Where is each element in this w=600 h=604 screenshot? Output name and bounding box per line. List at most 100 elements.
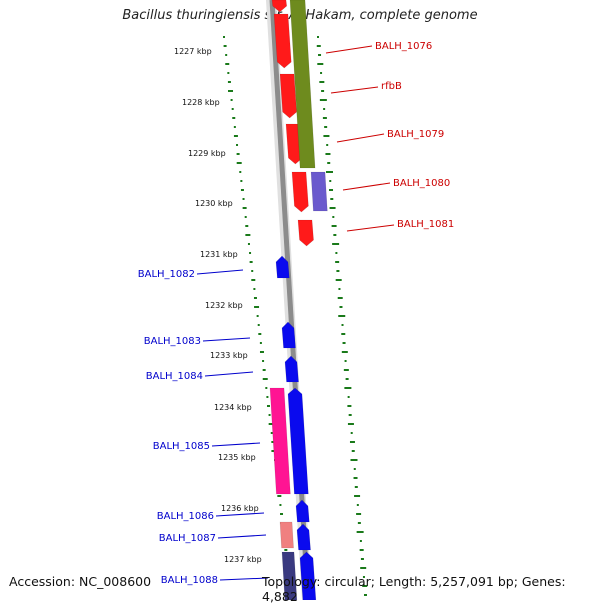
gene-BALH_1076 bbox=[273, 13, 292, 69]
gc-dot bbox=[280, 513, 284, 515]
gc-dot bbox=[245, 234, 251, 236]
gc-dot bbox=[265, 387, 268, 389]
gc-dot bbox=[244, 216, 247, 218]
gene-label: BALH_1085 bbox=[153, 441, 210, 452]
gc-dot bbox=[236, 153, 240, 155]
gc-dot bbox=[233, 126, 236, 128]
gc-dot bbox=[350, 432, 353, 434]
label-leader bbox=[336, 133, 385, 143]
gc-dot bbox=[277, 495, 282, 497]
gc-dot bbox=[360, 567, 367, 569]
gc-dot bbox=[356, 531, 364, 533]
gc-dot bbox=[262, 360, 265, 362]
gc-dot bbox=[362, 585, 368, 587]
gc-dot bbox=[353, 468, 356, 470]
gc-dot bbox=[348, 414, 352, 416]
gc-dot bbox=[258, 333, 262, 335]
tick-label: 1231 kbp bbox=[200, 250, 238, 259]
gene-BALH_1086 bbox=[295, 499, 310, 523]
gc-dot bbox=[344, 360, 347, 362]
gc-dot bbox=[332, 216, 335, 218]
gc-dot bbox=[319, 81, 325, 83]
gc-dot bbox=[329, 189, 334, 191]
gene-BALH_1083 bbox=[281, 321, 296, 349]
gc-dot bbox=[347, 423, 354, 425]
gc-dot bbox=[223, 36, 225, 38]
gc-dot bbox=[335, 261, 340, 263]
gene-label: BALH_1076 bbox=[375, 41, 432, 52]
gc-dot bbox=[253, 297, 257, 299]
gc-dot bbox=[230, 99, 233, 101]
gc-dot bbox=[341, 324, 344, 326]
gc-dot bbox=[333, 234, 337, 236]
label-leader bbox=[217, 534, 267, 539]
gc-dot bbox=[233, 135, 238, 137]
gc-dot bbox=[341, 351, 348, 353]
gene-label: BALH_1083 bbox=[144, 336, 201, 347]
gc-dot bbox=[262, 369, 266, 371]
gc-dot bbox=[317, 36, 319, 38]
gc-dot bbox=[266, 405, 270, 407]
tick-label: 1237 kbp bbox=[224, 555, 262, 564]
gc-dot bbox=[223, 45, 227, 47]
gc-dot bbox=[359, 540, 362, 542]
gc-dot bbox=[356, 513, 362, 515]
tick-label: 1229 kbp bbox=[188, 149, 226, 158]
gc-dot bbox=[354, 495, 361, 497]
feature-pink bbox=[269, 387, 291, 495]
gc-dot bbox=[262, 378, 268, 380]
gc-dot bbox=[239, 171, 242, 173]
gc-dot bbox=[327, 162, 331, 164]
gc-dot-tracks bbox=[223, 36, 368, 596]
gc-dot bbox=[236, 144, 239, 146]
gc-dot bbox=[335, 279, 342, 281]
gc-dot bbox=[251, 279, 256, 281]
gc-dot bbox=[316, 45, 321, 47]
gc-dot bbox=[336, 270, 340, 272]
gene-BALH_1085 bbox=[287, 387, 309, 495]
gc-dot bbox=[362, 576, 365, 578]
gc-dot bbox=[268, 423, 273, 425]
tick-label: 1228 kbp bbox=[182, 98, 220, 107]
gc-dot bbox=[347, 396, 350, 398]
label-leader bbox=[325, 45, 373, 54]
gc-dot bbox=[339, 306, 343, 308]
gc-dot bbox=[318, 54, 322, 56]
gc-dot bbox=[271, 441, 275, 443]
gene-BALH_1088 bbox=[299, 551, 317, 600]
gene-rfbB bbox=[279, 73, 297, 119]
gc-dot bbox=[249, 252, 252, 254]
gc-dot bbox=[338, 288, 341, 290]
gc-dot bbox=[240, 189, 244, 191]
kbp-ticks: 1227 kbp 1228 kbp 1229 kbp 1230 kbp 1231 kbp… bbox=[174, 47, 262, 564]
gene-BALH_1087 bbox=[296, 523, 311, 551]
tick-label: 1230 kbp bbox=[195, 199, 233, 208]
gc-dot bbox=[240, 180, 243, 182]
feature-track bbox=[269, 0, 328, 600]
tick-label: 1236 kbp bbox=[221, 504, 259, 513]
gc-dot bbox=[254, 306, 260, 308]
gc-dot bbox=[259, 351, 264, 353]
gc-dot bbox=[359, 549, 364, 551]
gc-dot bbox=[335, 252, 338, 254]
gc-dot bbox=[343, 369, 349, 371]
gene-label: BALH_1087 bbox=[159, 533, 216, 544]
feature-dark bbox=[281, 551, 298, 600]
gc-dot bbox=[322, 117, 327, 119]
gc-dot bbox=[228, 90, 234, 92]
gc-dot bbox=[351, 450, 355, 452]
tick-label: 1234 kbp bbox=[214, 403, 252, 412]
gc-dot bbox=[266, 396, 269, 398]
label-leader bbox=[346, 224, 395, 232]
label-leader bbox=[215, 512, 265, 517]
gc-dot bbox=[350, 459, 358, 461]
gc-dot bbox=[319, 99, 327, 101]
gc-dot bbox=[245, 225, 249, 227]
gc-dot bbox=[356, 504, 359, 506]
gc-dot bbox=[353, 477, 358, 479]
tick-label: 1233 kbp bbox=[210, 351, 248, 360]
gene-labels: BALH_1076 rfbB BALH_1079 BALH_1080 BALH_1081… bbox=[138, 41, 455, 586]
gc-dot bbox=[357, 522, 361, 524]
gc-dot bbox=[231, 108, 234, 110]
